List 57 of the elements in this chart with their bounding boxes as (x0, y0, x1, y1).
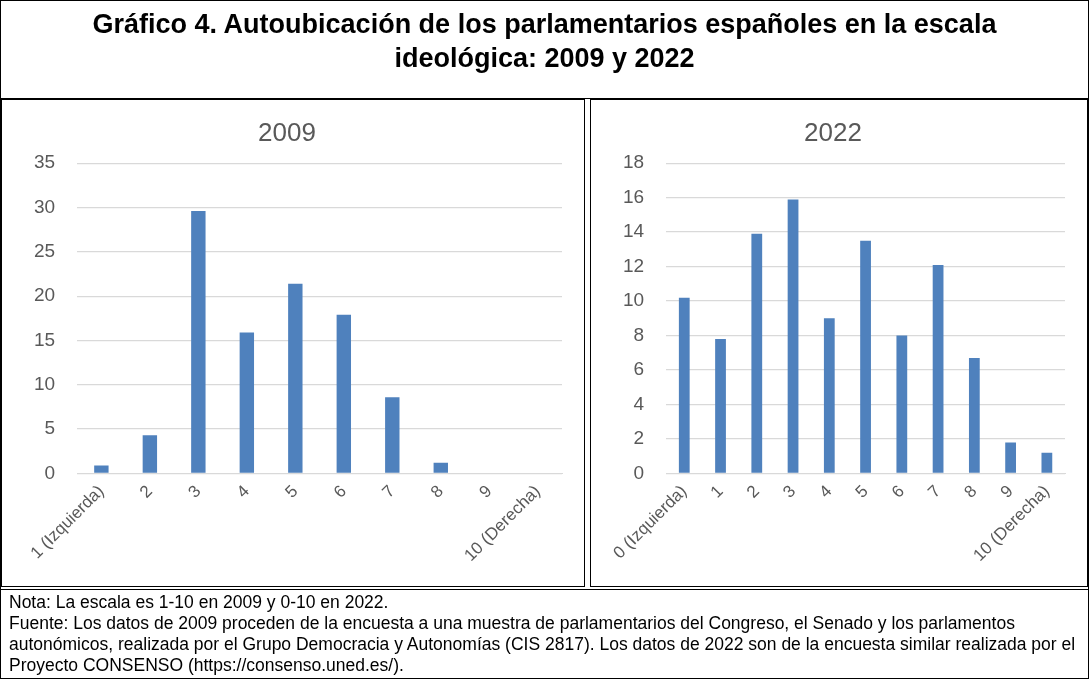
y-tick-label: 10 (622, 289, 645, 311)
bar (1041, 452, 1053, 473)
x-tick-label: 3 (184, 481, 205, 502)
y-tick-label: 15 (33, 328, 56, 350)
x-tick-label: 2 (742, 481, 763, 502)
y-tick-label: 12 (622, 254, 645, 276)
y-tick-label: 14 (622, 220, 645, 242)
x-tick-label: 8 (960, 481, 981, 502)
x-tick-label: 8 (426, 481, 447, 502)
y-tick-label: 5 (44, 417, 56, 439)
y-tick-label: 2 (633, 427, 645, 449)
x-tick-label: 2 (135, 481, 157, 502)
bar (787, 199, 799, 473)
y-tick-label: 18 (622, 151, 645, 173)
text: Nota: La escala es 1-10 en 2009 y 0-10 en 2022. (9, 592, 390, 613)
bar (678, 297, 690, 473)
y-tick-label: 16 (622, 185, 645, 207)
bar (751, 233, 763, 473)
bar (1005, 442, 1016, 473)
y-tick-label: 6 (633, 358, 645, 380)
bar (896, 335, 908, 473)
bar (336, 314, 352, 473)
text: Gráfico 4. Autoubicación de los parlamentarios españoles en la escala ideológica: 2009 y 2022 (1, 1, 1088, 99)
bar (968, 357, 980, 473)
bar (239, 332, 255, 473)
y-tick-label: 0 (44, 461, 56, 483)
chart-title: 2022 (804, 116, 862, 147)
x-tick-label: 4 (815, 481, 836, 502)
bar (860, 240, 871, 473)
x-tick-label: 6 (887, 481, 908, 502)
bar (385, 397, 400, 473)
bar (191, 211, 206, 473)
y-tick-label: 8 (633, 323, 645, 345)
x-tick-label: 1 (706, 481, 727, 502)
bar (433, 462, 448, 473)
x-tick-label: 3 (779, 481, 800, 502)
x-tick-label: 6 (329, 481, 350, 502)
source-note: Fuente: Los datos de 2009 proceden de la encuesta a una muestra de parlamentarios del Congreso, el Senado y los parlamentos autonómicos, realizada por el Grupo Democracia y Autonomías (CIS 2817). Los datos de 2022 son de la encuesta similar realizada por el Proyecto CONSENSO (https://consenso.uned.es/). (9, 613, 1077, 676)
x-tick-label: 7 (924, 481, 945, 502)
bar (142, 435, 158, 473)
y-tick-label: 30 (33, 195, 56, 217)
bar (288, 283, 303, 473)
y-tick-label: 4 (633, 392, 645, 414)
chart-title: 2009 (258, 116, 316, 147)
bar (715, 338, 726, 473)
bar (932, 264, 944, 473)
x-tick-label: 4 (232, 481, 253, 502)
bar (823, 318, 835, 473)
x-tick-label: 7 (378, 481, 399, 502)
bar (94, 465, 109, 473)
y-tick-label: 20 (33, 284, 56, 306)
y-tick-label: 35 (33, 151, 56, 173)
x-tick-label: 5 (281, 481, 302, 502)
y-tick-label: 10 (33, 373, 56, 395)
y-tick-label: 25 (33, 240, 56, 262)
y-tick-label: 0 (633, 461, 645, 483)
x-tick-label: 5 (851, 481, 872, 502)
